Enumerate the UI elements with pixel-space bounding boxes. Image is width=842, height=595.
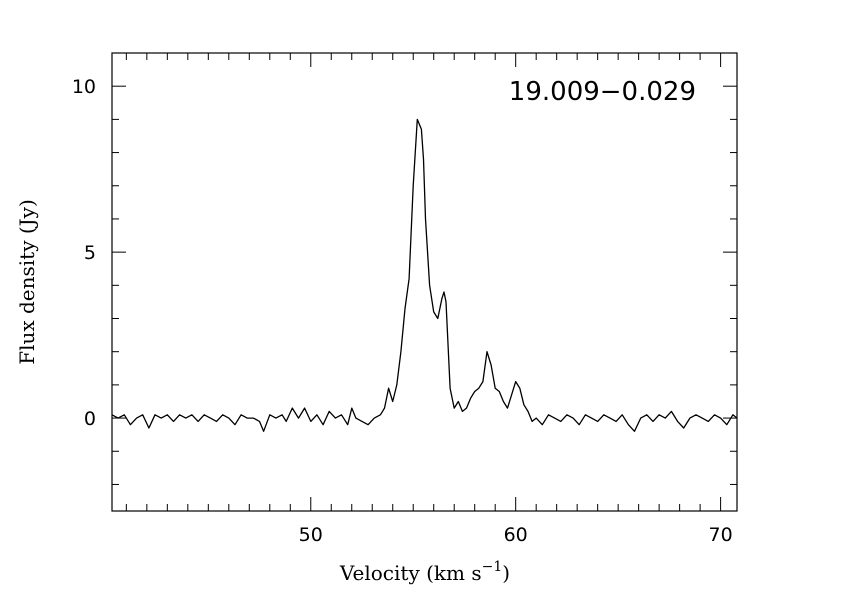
- spectrum-line: [111, 118, 738, 432]
- chart-annotation: 19.009−0.029: [509, 77, 696, 107]
- y-tick-label: 0: [84, 408, 96, 430]
- y-tick-label: 10: [72, 76, 96, 98]
- plot-frame: [111, 52, 738, 512]
- x-tick-label: 50: [299, 524, 323, 546]
- y-axis-title: Flux density (Jy): [15, 199, 39, 365]
- x-axis-title-exponent: −1: [482, 559, 503, 575]
- x-tick-label: 70: [709, 524, 733, 546]
- axis-tick-labels: 50 60 70 0 5 10: [72, 76, 733, 546]
- y-tick-label: 5: [84, 242, 96, 264]
- x-axis-title-close: ): [502, 561, 510, 585]
- axis-ticks: [112, 52, 737, 511]
- x-axis-title: Velocity (km s−1): [339, 559, 510, 585]
- x-tick-label: 60: [504, 524, 528, 546]
- x-axis-title-main: Velocity (km s: [339, 561, 482, 585]
